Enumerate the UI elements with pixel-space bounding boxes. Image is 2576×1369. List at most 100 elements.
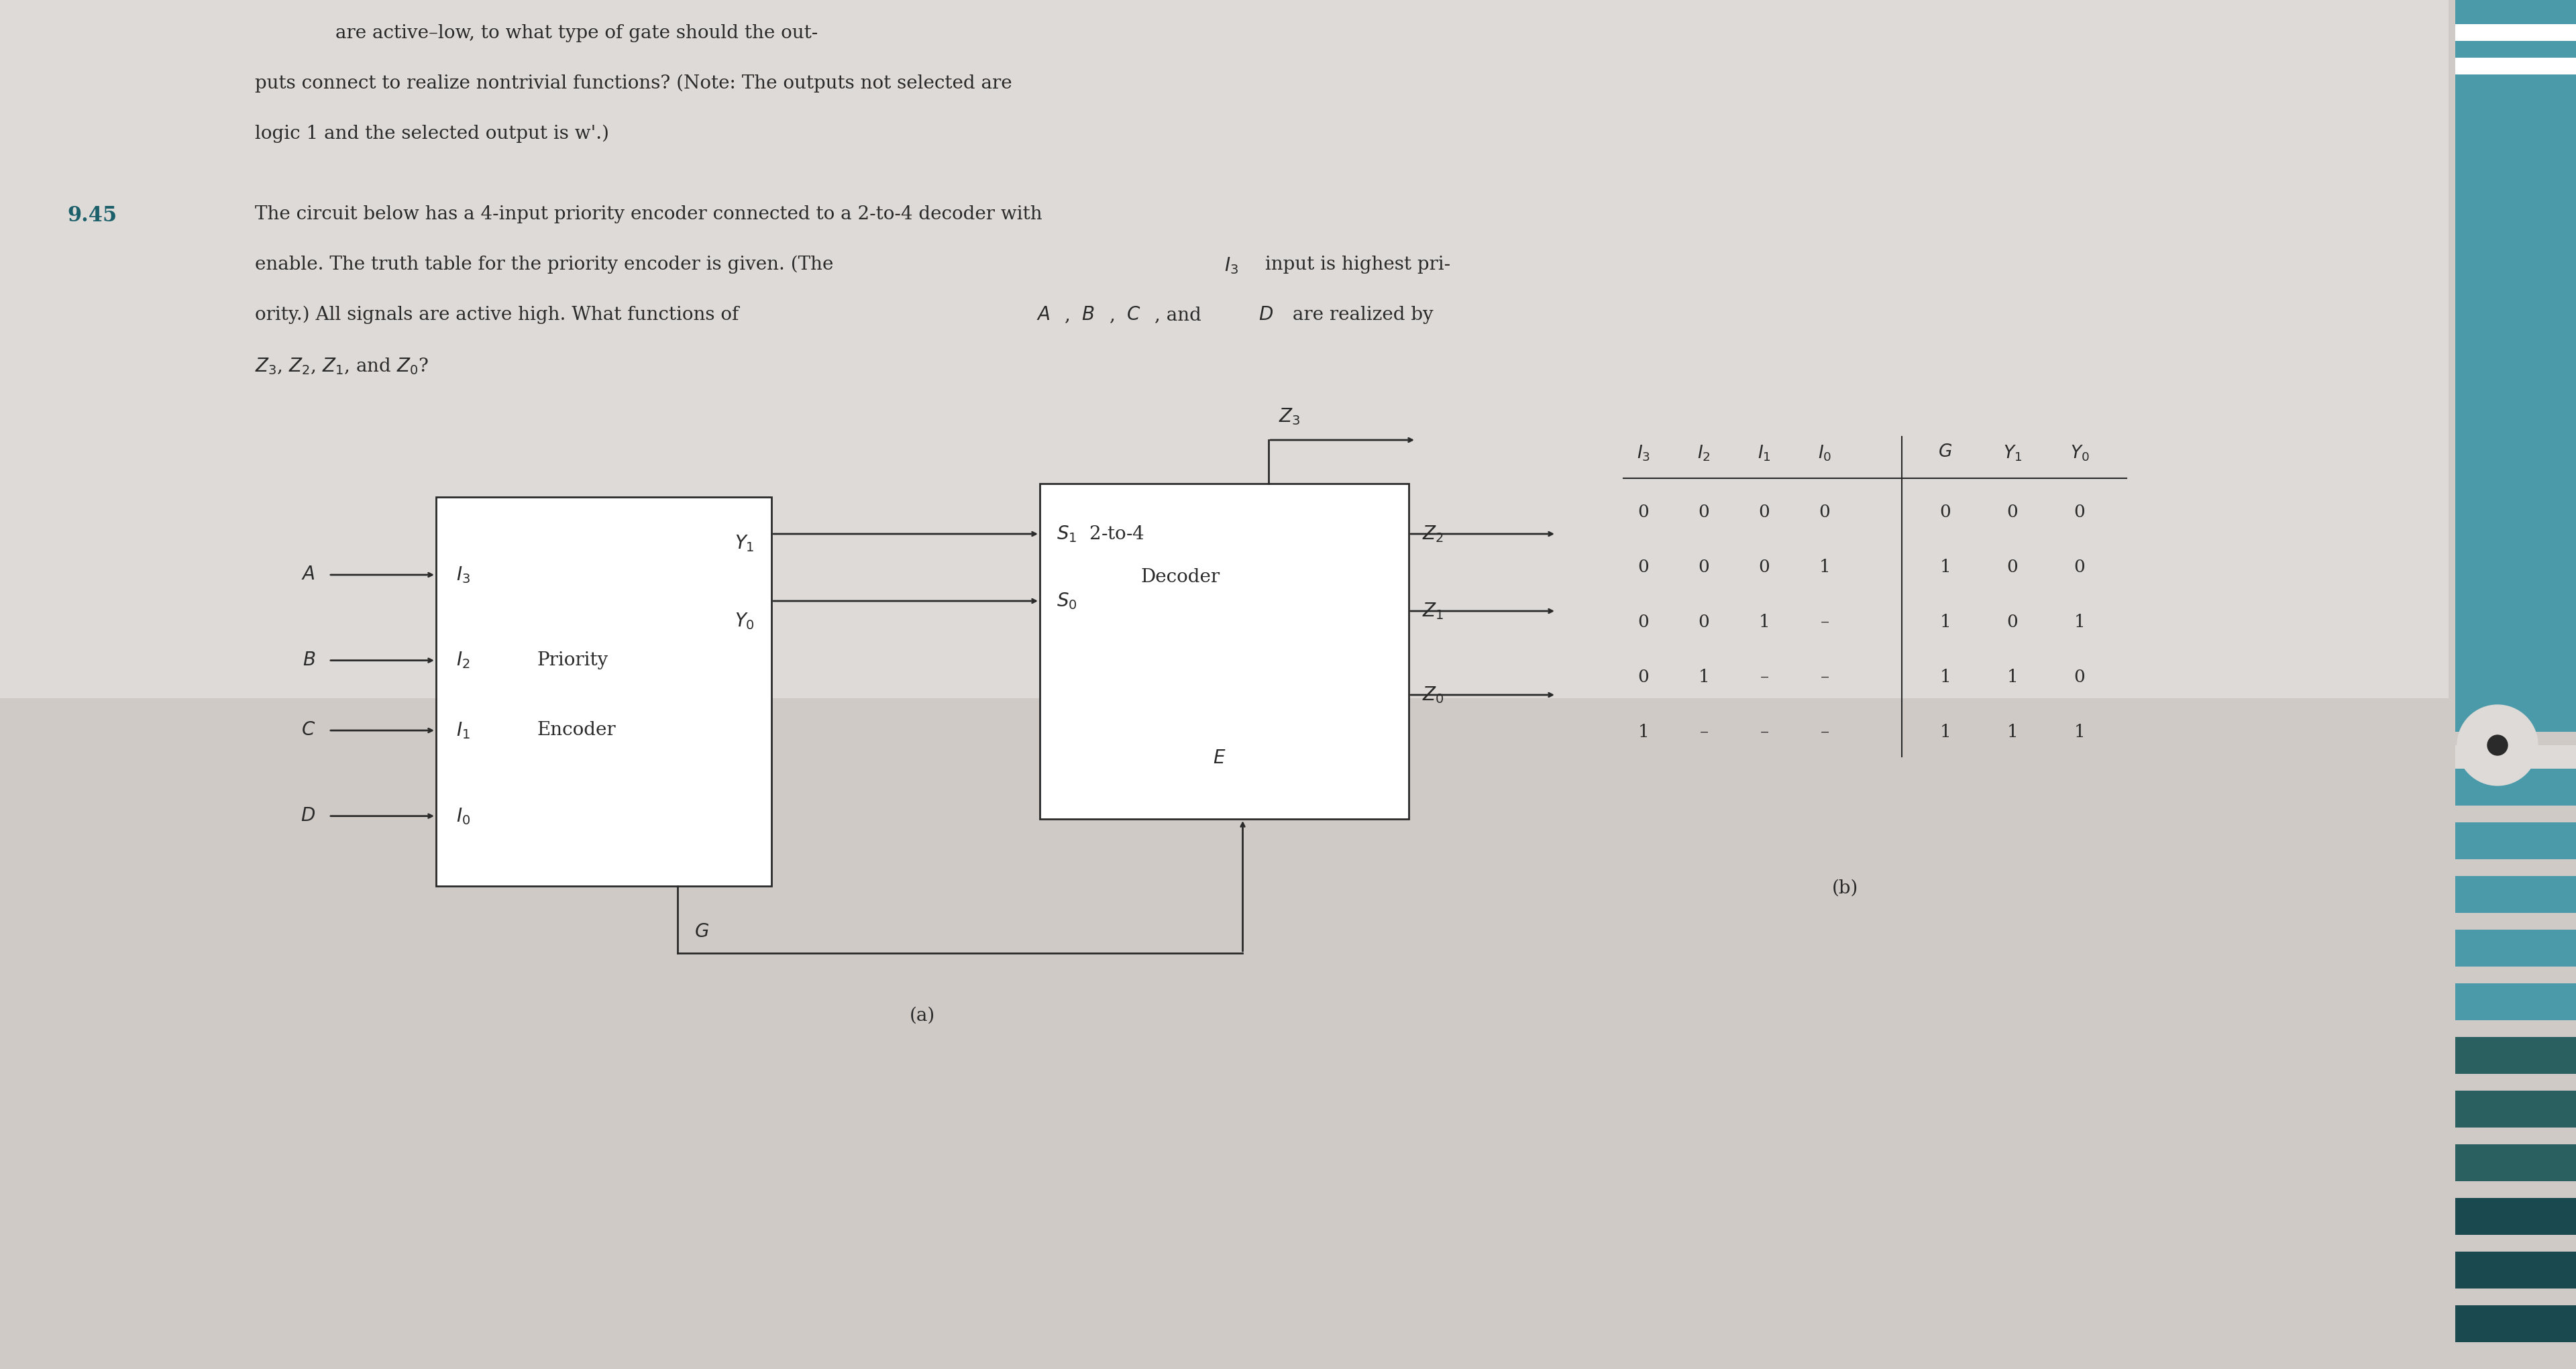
- Text: –: –: [1821, 613, 1829, 631]
- Text: $D$: $D$: [1260, 305, 1273, 324]
- Text: $B$: $B$: [1082, 305, 1095, 324]
- Text: are active–low, to what type of gate should the out-: are active–low, to what type of gate sho…: [335, 25, 819, 42]
- Text: $C$: $C$: [301, 721, 314, 739]
- Text: puts connect to realize nontrivial functions? (Note: The outputs not selected ar: puts connect to realize nontrivial funct…: [255, 74, 1012, 93]
- Text: $B$: $B$: [301, 652, 314, 669]
- Text: $Z_2$: $Z_2$: [1422, 524, 1443, 543]
- Text: $Y_1$: $Y_1$: [2004, 444, 2022, 463]
- Text: 0: 0: [2074, 668, 2084, 686]
- FancyBboxPatch shape: [435, 497, 770, 886]
- Text: $I_1$: $I_1$: [456, 720, 471, 741]
- Text: ,: ,: [1110, 305, 1121, 324]
- Text: $D$: $D$: [301, 806, 314, 826]
- Text: 1: 1: [2074, 724, 2084, 741]
- Text: 0: 0: [2007, 559, 2017, 575]
- FancyBboxPatch shape: [0, 0, 2450, 698]
- Text: 0: 0: [2074, 504, 2084, 520]
- FancyBboxPatch shape: [2455, 823, 2576, 860]
- Text: (b): (b): [1832, 879, 1857, 898]
- Text: $I_3$: $I_3$: [456, 565, 471, 585]
- FancyBboxPatch shape: [2455, 1144, 2576, 1181]
- Text: 0: 0: [1698, 504, 1710, 520]
- Text: 0: 0: [1698, 559, 1710, 575]
- Text: $G$: $G$: [696, 923, 708, 941]
- Text: $A$: $A$: [1036, 305, 1051, 324]
- FancyBboxPatch shape: [2455, 745, 2576, 779]
- Text: 0: 0: [1638, 668, 1649, 686]
- Text: 0: 0: [2007, 504, 2017, 520]
- Text: Decoder: Decoder: [1141, 568, 1218, 586]
- Text: $I_2$: $I_2$: [456, 650, 469, 671]
- Text: 0: 0: [1638, 559, 1649, 575]
- Text: $Z_3$, $Z_2$, $Z_1$, and $Z_0$?: $Z_3$, $Z_2$, $Z_1$, and $Z_0$?: [255, 356, 428, 376]
- Text: The circuit below has a 4-input priority encoder connected to a 2-to-4 decoder w: The circuit below has a 4-input priority…: [255, 205, 1043, 223]
- Text: –: –: [1759, 668, 1770, 686]
- Text: 1: 1: [1940, 668, 1950, 686]
- FancyBboxPatch shape: [2455, 930, 2576, 967]
- Text: ority.) All signals are active high. What functions of: ority.) All signals are active high. Wha…: [255, 305, 744, 324]
- Text: 0: 0: [1638, 504, 1649, 520]
- Text: $I_3$: $I_3$: [1636, 444, 1651, 463]
- FancyBboxPatch shape: [2455, 1198, 2576, 1235]
- Text: 0: 0: [1759, 559, 1770, 575]
- Text: 1: 1: [2007, 668, 2017, 686]
- Text: $S_0$: $S_0$: [1056, 591, 1077, 611]
- Text: $Z_3$: $Z_3$: [1278, 407, 1301, 427]
- Text: $C$: $C$: [1126, 305, 1141, 324]
- Text: 0: 0: [1819, 504, 1832, 520]
- Text: 1: 1: [1940, 559, 1950, 575]
- Text: logic 1 and the selected output is w'.): logic 1 and the selected output is w'.): [255, 125, 608, 144]
- Text: 0: 0: [1940, 504, 1950, 520]
- Text: 1: 1: [1638, 724, 1649, 741]
- Text: $G$: $G$: [1937, 444, 1953, 460]
- FancyBboxPatch shape: [1041, 483, 1409, 819]
- Text: –: –: [1759, 724, 1770, 741]
- Text: 1: 1: [1759, 613, 1770, 631]
- Text: 1: 1: [1940, 724, 1950, 741]
- Text: –: –: [1821, 724, 1829, 741]
- FancyBboxPatch shape: [2455, 983, 2576, 1020]
- Text: 0: 0: [1759, 504, 1770, 520]
- Text: $A$: $A$: [301, 565, 314, 585]
- Text: $I_2$: $I_2$: [1698, 444, 1710, 463]
- Text: –: –: [1821, 668, 1829, 686]
- Text: ,: ,: [1064, 305, 1077, 324]
- FancyBboxPatch shape: [2455, 25, 2576, 41]
- Text: 0: 0: [2007, 613, 2017, 631]
- Text: 1: 1: [1698, 668, 1710, 686]
- Text: $Z_0$: $Z_0$: [1422, 684, 1445, 705]
- Text: $I_0$: $I_0$: [1819, 444, 1832, 463]
- Text: Encoder: Encoder: [536, 721, 616, 739]
- Text: 0: 0: [2074, 559, 2084, 575]
- Text: 1: 1: [2007, 724, 2017, 741]
- Text: –: –: [1700, 724, 1708, 741]
- FancyBboxPatch shape: [2455, 1036, 2576, 1073]
- Text: 1: 1: [1940, 613, 1950, 631]
- FancyBboxPatch shape: [2455, 1091, 2576, 1128]
- FancyBboxPatch shape: [2455, 1305, 2576, 1342]
- Circle shape: [2458, 705, 2537, 786]
- Text: 1: 1: [2074, 613, 2084, 631]
- Text: Priority: Priority: [536, 652, 608, 669]
- Text: 0: 0: [1638, 613, 1649, 631]
- Text: $I_0$: $I_0$: [456, 806, 471, 826]
- Text: 9.45: 9.45: [67, 205, 116, 226]
- Text: 0: 0: [1698, 613, 1710, 631]
- FancyBboxPatch shape: [2455, 768, 2576, 805]
- Text: $Y_0$: $Y_0$: [734, 612, 755, 631]
- FancyBboxPatch shape: [2455, 876, 2576, 913]
- Text: enable. The truth table for the priority encoder is given. (The: enable. The truth table for the priority…: [255, 256, 840, 274]
- Text: 1: 1: [1819, 559, 1832, 575]
- Text: $Y_1$: $Y_1$: [734, 534, 755, 553]
- FancyBboxPatch shape: [2455, 57, 2576, 74]
- Text: $E$: $E$: [1213, 750, 1226, 768]
- Text: $I_3$: $I_3$: [1224, 256, 1239, 275]
- Text: are realized by: are realized by: [1285, 305, 1432, 324]
- FancyBboxPatch shape: [2455, 1251, 2576, 1288]
- Text: $Y_0$: $Y_0$: [2071, 444, 2089, 463]
- Text: $S_1$  2-to-4: $S_1$ 2-to-4: [1056, 524, 1144, 543]
- Text: $Z_1$: $Z_1$: [1422, 601, 1443, 622]
- FancyBboxPatch shape: [2455, 0, 2576, 732]
- Circle shape: [2488, 735, 2506, 756]
- Text: , and: , and: [1154, 305, 1208, 324]
